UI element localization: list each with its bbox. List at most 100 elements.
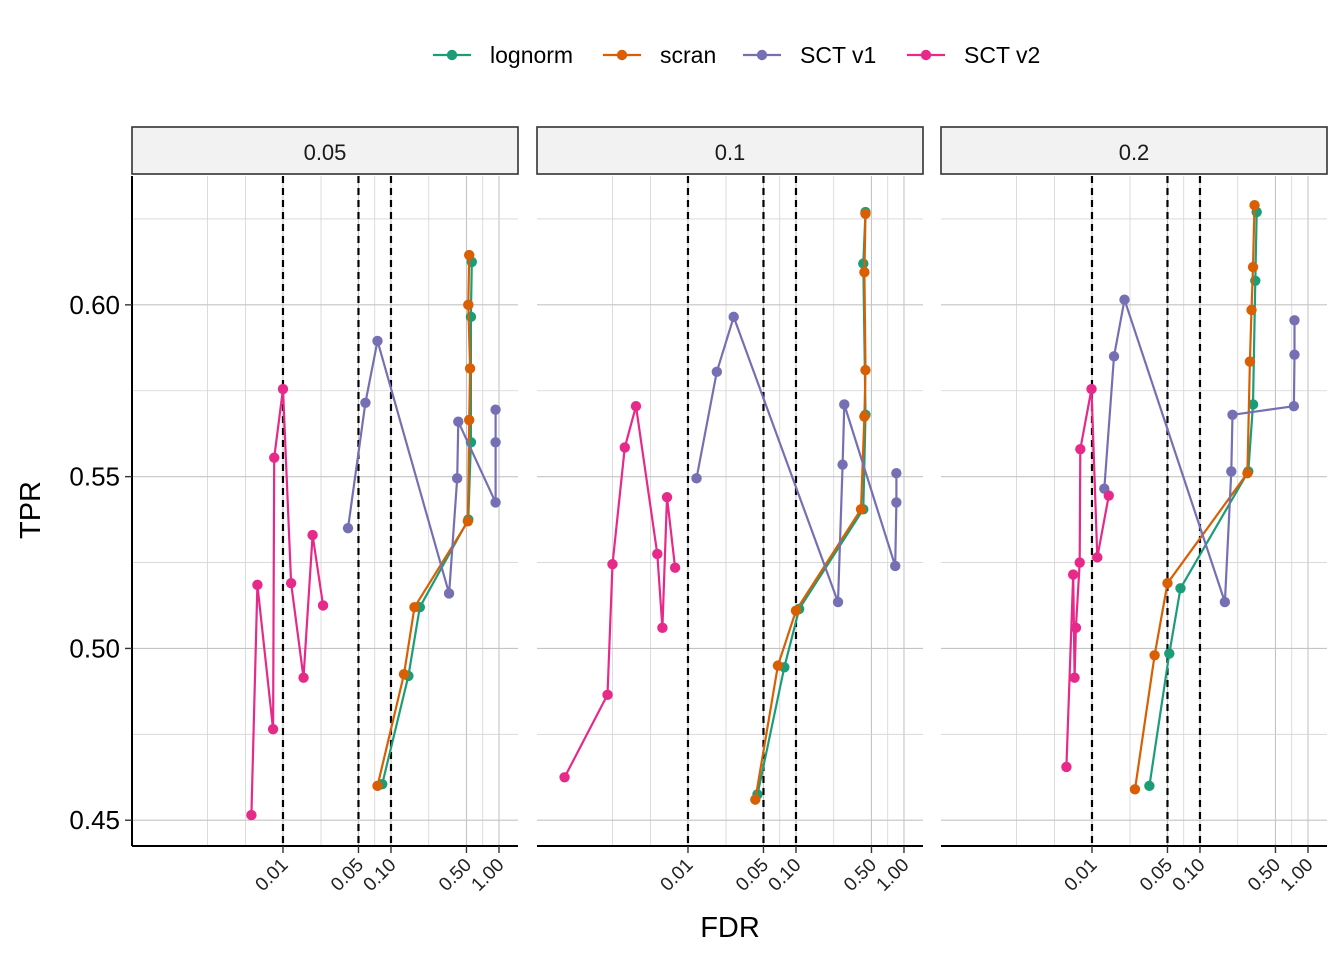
data-point <box>1086 383 1097 395</box>
data-point <box>859 267 870 278</box>
data-point <box>465 311 477 323</box>
data-point <box>1092 552 1103 563</box>
legend-label: scran <box>660 42 716 68</box>
series-scran <box>750 208 871 805</box>
x-tick-label: 0.50 <box>840 855 881 896</box>
data-point <box>409 602 420 613</box>
data-point <box>837 459 848 470</box>
data-point <box>1249 200 1260 211</box>
legend-label: lognorm <box>490 42 573 68</box>
data-point <box>1289 315 1300 326</box>
data-point <box>691 473 702 484</box>
y-tick-label: 0.50 <box>69 633 120 663</box>
data-point <box>267 723 279 735</box>
data-point <box>559 772 570 783</box>
data-point <box>285 577 297 589</box>
data-point <box>607 559 618 570</box>
data-point <box>860 208 871 219</box>
legend-item-lognorm: lognorm <box>433 42 573 68</box>
series-sct-v1 <box>342 335 501 599</box>
data-point <box>1129 784 1141 795</box>
panel-3: 0.2 0.01 0.050.10 0.501.00 <box>940 126 1328 896</box>
y-axis-title: TPR <box>15 481 47 539</box>
data-point <box>490 437 501 448</box>
x-axis: 0.01 0.050.10 0.501.00 <box>537 845 923 896</box>
data-point <box>269 452 280 463</box>
data-point <box>451 473 463 484</box>
data-point <box>858 258 869 269</box>
data-point <box>772 660 784 671</box>
data-point <box>464 249 475 261</box>
data-point <box>602 689 613 701</box>
data-point <box>661 492 673 503</box>
data-point <box>1075 443 1086 455</box>
data-point <box>1162 577 1173 589</box>
data-point <box>317 600 329 611</box>
x-tick-label: 0.50 <box>1244 855 1285 896</box>
data-point <box>342 522 354 534</box>
data-point <box>728 311 739 323</box>
data-point <box>464 363 476 374</box>
data-point <box>860 364 871 376</box>
x-tick-label: 0.01 <box>1061 855 1102 896</box>
panel-strip <box>536 126 924 175</box>
x-axis-title: FDR <box>700 912 760 944</box>
series-line <box>1133 205 1256 790</box>
data-point <box>360 397 371 408</box>
x-tick-label: 0.05 <box>732 855 773 896</box>
data-point <box>1108 351 1120 362</box>
y-tick-label: 0.45 <box>69 805 120 835</box>
data-point <box>652 548 663 560</box>
series-sct-v2 <box>1061 383 1114 773</box>
panel-strip-label: 0.2 <box>1119 140 1150 165</box>
data-point <box>750 794 761 805</box>
data-point <box>1164 648 1175 659</box>
series-line <box>1148 212 1258 787</box>
data-point <box>1226 466 1237 477</box>
data-point <box>1103 490 1114 501</box>
data-point <box>1119 294 1130 305</box>
series-lognorm <box>1144 206 1262 792</box>
data-point <box>372 335 383 347</box>
data-point <box>453 416 464 427</box>
x-tick-label: 0.01 <box>252 855 293 896</box>
legend-key-point <box>920 49 932 61</box>
legend-key-point <box>756 49 768 61</box>
series-line <box>250 387 325 816</box>
data-point <box>490 497 501 508</box>
series-line <box>756 212 867 795</box>
data-point <box>891 497 902 508</box>
panel-strip <box>131 126 519 175</box>
x-tick-label: 0.05 <box>327 855 368 896</box>
data-point <box>443 588 455 599</box>
data-point <box>1175 583 1186 594</box>
x-axis: 0.01 0.050.10 0.501.00 <box>132 845 518 896</box>
data-point <box>1288 401 1300 412</box>
data-point <box>855 504 867 515</box>
legend-label: SCT v2 <box>964 42 1040 68</box>
x-tick-label: 1.00 <box>1277 855 1318 896</box>
x-tick-label: 0.01 <box>657 855 698 896</box>
data-point <box>372 780 383 792</box>
data-point <box>1289 349 1300 360</box>
data-point <box>277 383 289 395</box>
series-line <box>563 405 677 778</box>
series-line <box>346 339 497 595</box>
data-point <box>1247 399 1259 410</box>
x-tick-label: 1.00 <box>873 855 914 896</box>
data-point <box>1242 468 1253 479</box>
data-point <box>890 560 901 572</box>
data-point <box>462 516 474 527</box>
data-point <box>1074 557 1085 568</box>
x-tick-label: 1.00 <box>468 855 509 896</box>
panels: 0.050.01 0.050.10 0.501.000.10.01 0.050.10 0… <box>131 126 1328 896</box>
y-tick-label: 0.60 <box>69 290 120 320</box>
series-scran <box>1129 200 1260 795</box>
x-tick-label: 0.10 <box>360 855 401 896</box>
data-point <box>246 809 257 821</box>
panel-strip <box>940 126 1328 175</box>
data-point <box>1067 569 1079 580</box>
legend-key-point <box>616 49 628 61</box>
data-point <box>490 404 501 415</box>
